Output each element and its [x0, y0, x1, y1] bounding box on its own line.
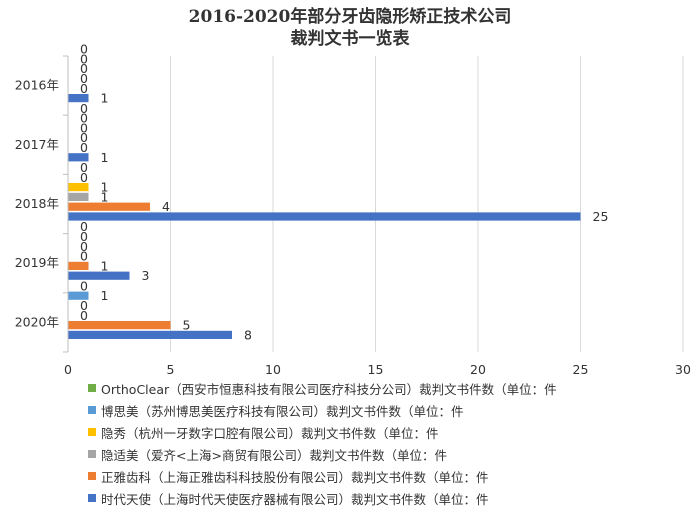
legend-label: OrthoClear（西安市恒惠科技有限公司医疗科技分公司）裁判文书件数（单位：…: [101, 381, 557, 397]
data-label: 0: [80, 298, 88, 313]
y-category-label: 2017年: [15, 137, 59, 152]
data-label: 3: [142, 268, 150, 283]
legend-item: 时代天使（上海时代天使医疗器械有限公司）裁判文书件数（单位：件: [88, 487, 688, 509]
data-label: 25: [593, 209, 609, 224]
bar: [68, 94, 89, 103]
data-label: 0: [80, 278, 88, 293]
legend-item: 隐秀（杭州一牙数字口腔有限公司）裁判文书件数（单位：件: [88, 421, 688, 443]
bar: [68, 330, 232, 339]
bar: [68, 321, 171, 330]
legend: OrthoClear（西安市恒惠科技有限公司医疗科技分公司）裁判文书件数（单位：…: [88, 377, 688, 509]
data-label: 0: [80, 229, 88, 244]
data-label: 8: [244, 327, 252, 342]
data-label: 1: [101, 91, 109, 106]
data-label: 1: [101, 180, 109, 195]
x-tick-label: 0: [64, 362, 72, 377]
chart-title-line-1: 2016-2020年部分牙齿隐形矫正技术公司: [188, 7, 512, 27]
bar: [68, 153, 89, 162]
data-label: 0: [80, 81, 88, 96]
data-label: 1: [101, 189, 109, 204]
legend-swatch: [88, 450, 96, 458]
y-category-label: 2018年: [15, 196, 59, 211]
legend-swatch: [88, 494, 96, 502]
legend-item: 隐适美（爱齐<上海>商贸有限公司）裁判文书件数（单位：件: [88, 443, 688, 465]
x-tick-label: 15: [368, 362, 384, 377]
data-label: 4: [162, 199, 170, 214]
data-label: 0: [80, 120, 88, 135]
legend-swatch: [88, 384, 96, 392]
data-label: 0: [80, 219, 88, 234]
y-category-label: 2019年: [15, 255, 59, 270]
legend-label: 博思美（苏州博思美医疗科技有限公司）裁判文书件数（单位：件: [101, 403, 464, 419]
gridlines: [170, 56, 684, 352]
chart-title: 2016-2020年部分牙齿隐形矫正技术公司 裁判文书一览表: [0, 6, 700, 50]
x-tick-label: 25: [573, 362, 589, 377]
data-label: 0: [80, 51, 88, 66]
x-tick-label: 20: [470, 362, 486, 377]
data-label: 1: [101, 258, 109, 273]
bar: [68, 202, 150, 211]
data-label: 1: [101, 150, 109, 165]
bars: [68, 94, 581, 339]
chart-title-line-2: 裁判文书一览表: [290, 29, 410, 49]
legend-item: 正雅齿科（上海正雅齿科科技股份有限公司）裁判文书件数（单位：件: [88, 465, 688, 487]
legend-item: OrthoClear（西安市恒惠科技有限公司医疗科技分公司）裁判文书件数（单位：…: [88, 377, 688, 399]
legend-label: 隐适美（爱齐<上海>商贸有限公司）裁判文书件数（单位：件: [101, 447, 447, 463]
x-tick-label: 5: [167, 362, 175, 377]
data-label: 5: [183, 318, 191, 333]
data-label: 1: [101, 288, 109, 303]
x-tick-label: 30: [675, 362, 691, 377]
bar: [68, 212, 581, 221]
data-label: 0: [80, 42, 88, 57]
data-label: 0: [80, 130, 88, 145]
legend-item: 博思美（苏州博思美医疗科技有限公司）裁判文书件数（单位：件: [88, 399, 688, 421]
y-category-label: 2016年: [15, 78, 59, 93]
legend-label: 时代天使（上海时代天使医疗器械有限公司）裁判文书件数（单位：件: [101, 491, 489, 507]
data-label: 0: [80, 111, 88, 126]
bar: [68, 183, 89, 192]
legend-label: 正雅齿科（上海正雅齿科科技股份有限公司）裁判文书件数（单位：件: [101, 469, 489, 485]
data-label: 0: [80, 170, 88, 185]
legend-swatch: [88, 428, 96, 436]
legend-swatch: [88, 472, 96, 480]
data-label: 0: [80, 61, 88, 76]
data-label: 0: [80, 160, 88, 175]
data-label: 0: [80, 308, 88, 323]
y-category-label: 2020年: [15, 314, 59, 329]
legend-label: 隐秀（杭州一牙数字口腔有限公司）裁判文书件数（单位：件: [101, 425, 439, 441]
bar: [68, 261, 89, 270]
data-label: 0: [80, 101, 88, 116]
x-tick-label: 10: [265, 362, 281, 377]
data-label: 0: [80, 140, 88, 155]
bar: [68, 291, 89, 300]
bar: [68, 192, 89, 201]
legend-swatch: [88, 406, 96, 414]
data-label: 0: [80, 239, 88, 254]
bar: [68, 271, 130, 280]
data-label: 0: [80, 71, 88, 86]
data-label: 0: [80, 249, 88, 264]
